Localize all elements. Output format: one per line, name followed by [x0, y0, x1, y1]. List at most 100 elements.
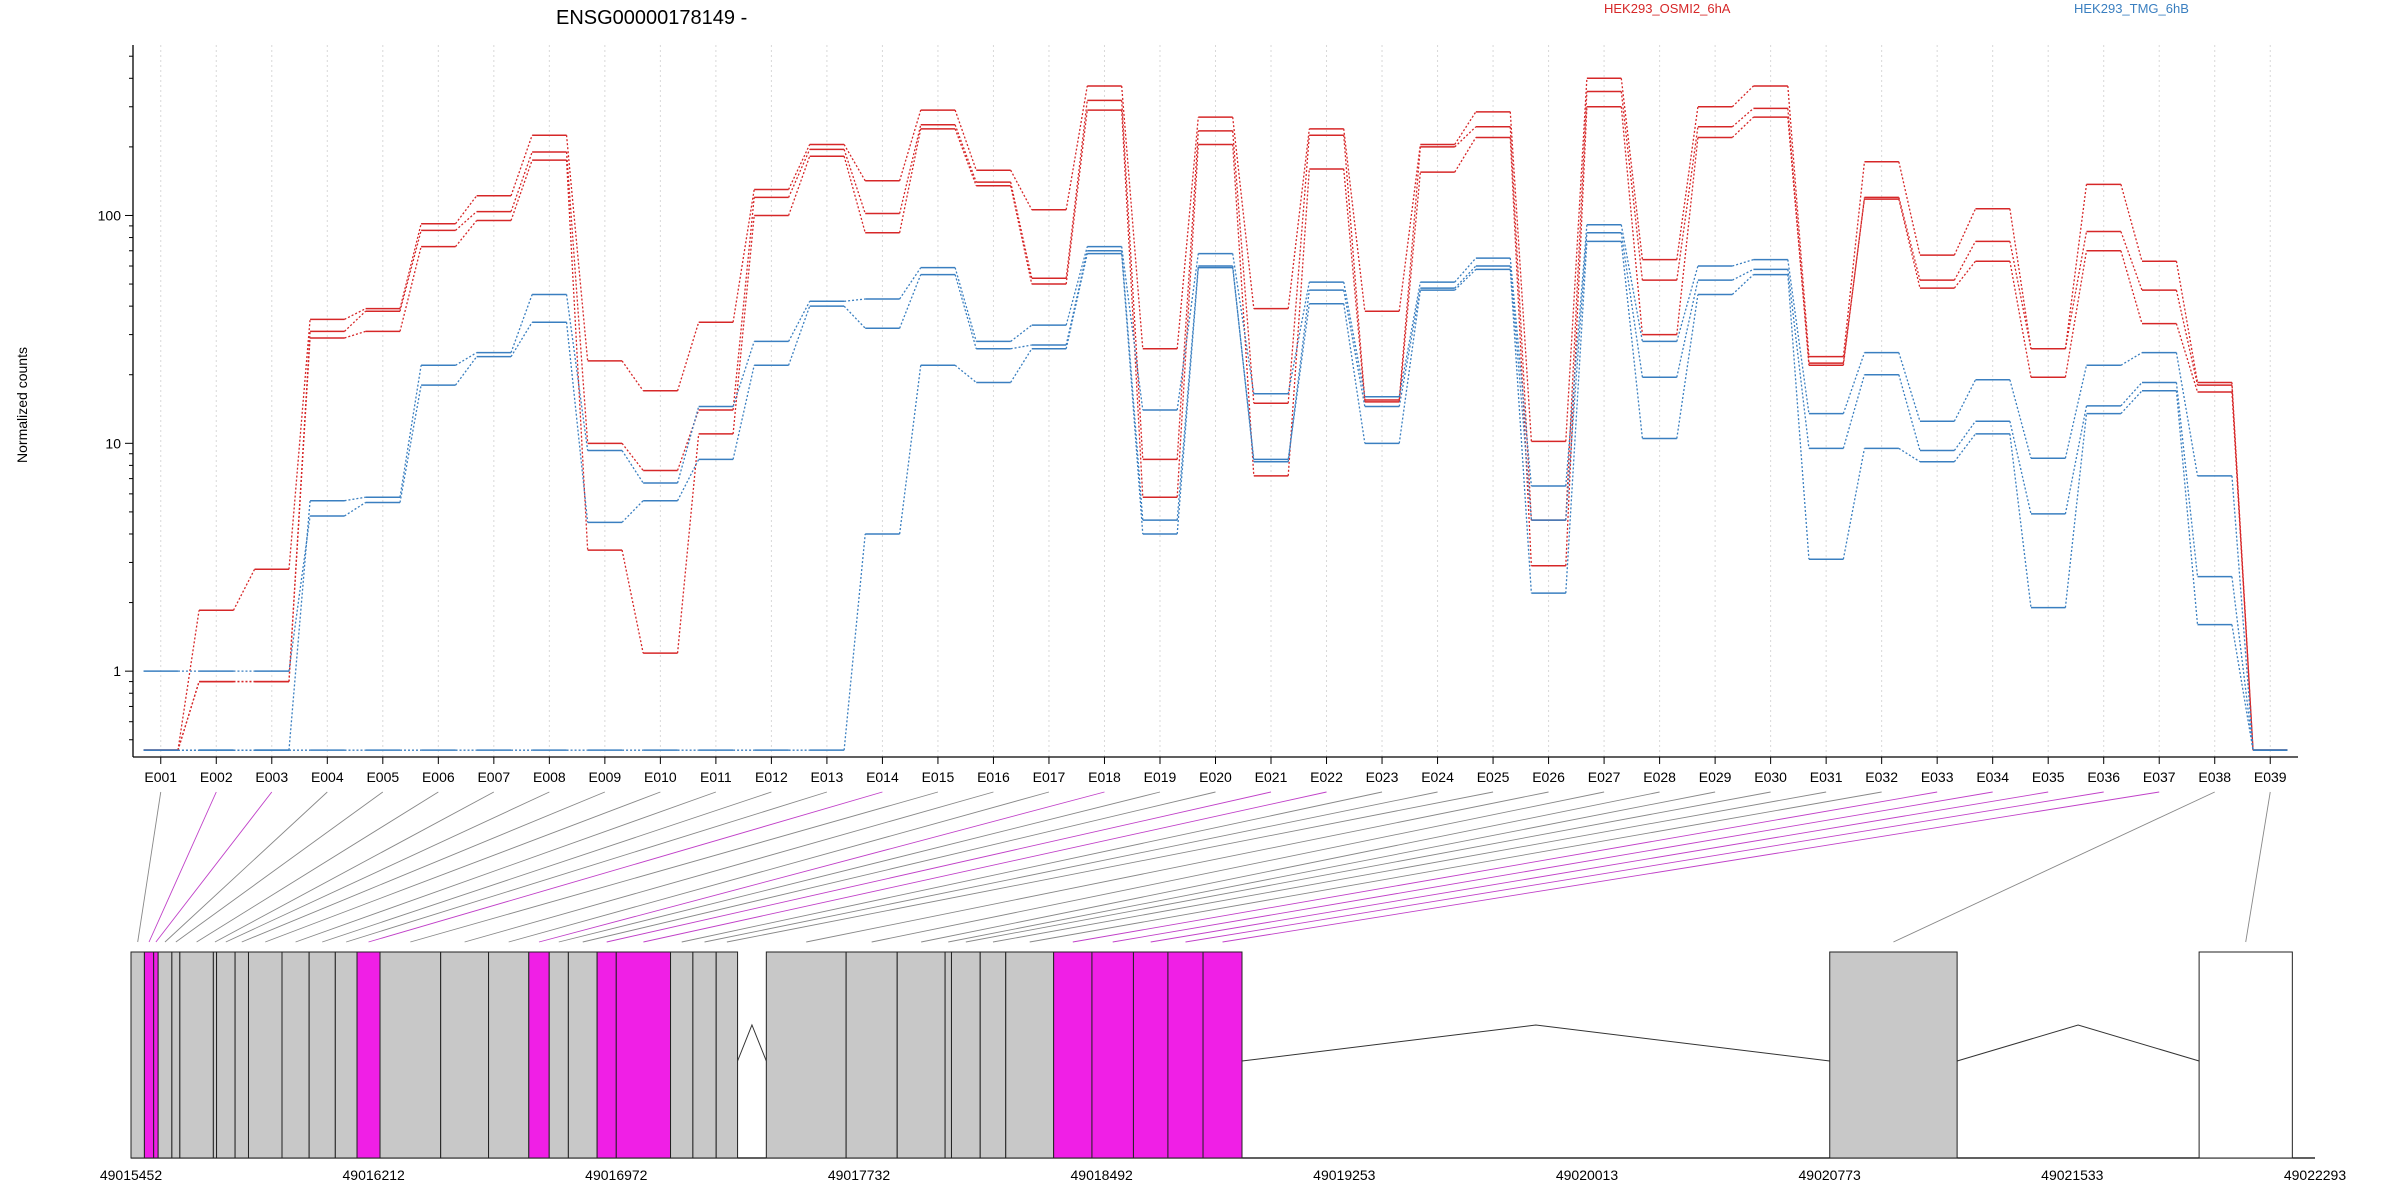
series-connector	[787, 305, 811, 366]
y-axis: 1 10 100	[98, 45, 134, 757]
series-connector	[565, 322, 589, 523]
exon-block-E003	[153, 951, 159, 1159]
x-tick-label-E028: E028	[1643, 769, 1676, 785]
series-connector	[455, 356, 478, 386]
exon-block-E033	[1053, 951, 1093, 1159]
series-connector	[1121, 250, 1144, 521]
series-line-5	[143, 231, 2288, 751]
series-connector	[1065, 250, 1088, 346]
series-connector	[954, 128, 977, 187]
series-connector	[344, 310, 367, 332]
series-connector	[1898, 374, 1921, 451]
exon-link-E015	[410, 791, 939, 943]
series-connector	[177, 610, 200, 751]
series-connector	[177, 681, 200, 751]
series-connector	[1620, 91, 1644, 281]
series-connector	[1731, 116, 1754, 138]
exon-block-E026	[765, 951, 847, 1159]
exon-block-E035	[1132, 951, 1169, 1159]
exon-link-E011	[295, 791, 717, 943]
exon-block-E031	[979, 951, 1007, 1159]
exon-block-E034	[1091, 951, 1134, 1159]
x-tick-label-E002: E002	[200, 769, 233, 785]
exon-link-E002	[148, 791, 217, 943]
series-connector	[1620, 78, 1644, 260]
exon-block-E028	[896, 951, 946, 1159]
exon-link-E037	[1222, 791, 2160, 943]
x-tick-label-E029: E029	[1699, 769, 1732, 785]
series-connector	[676, 406, 700, 484]
x-tick-label-E008: E008	[533, 769, 566, 785]
series-connector	[843, 156, 866, 233]
series-connector	[2120, 352, 2143, 366]
series-connector	[1620, 241, 1644, 439]
series-connector	[2009, 261, 2032, 378]
series-connector	[1953, 241, 1977, 281]
exon-link-E025	[726, 791, 1494, 943]
series-connector	[732, 365, 755, 460]
series-connector	[1010, 185, 1033, 285]
series-connector	[1454, 268, 1477, 291]
series-connector	[621, 500, 644, 523]
series-connector	[1176, 267, 1199, 535]
exon-link-E028	[921, 791, 1660, 943]
series-connector	[732, 341, 755, 407]
series-connector	[1232, 130, 1255, 404]
series-connector	[1121, 110, 1144, 498]
exon-block-E004	[157, 951, 173, 1159]
series-connector	[1953, 433, 1976, 463]
x-tick-label-E009: E009	[589, 769, 622, 785]
series-connector	[1287, 290, 1310, 462]
series-connector	[1343, 168, 1366, 402]
exon-link-E001	[137, 791, 162, 943]
series-line-6	[143, 224, 2288, 751]
series-connector	[1953, 379, 1977, 422]
series-connector	[1454, 265, 1477, 289]
x-axis: E001 E002 E003 E004 E005 E006 E007 E008 E009 E010…	[133, 756, 2298, 785]
x-tick-label-E010: E010	[644, 769, 677, 785]
x-tick-label-E025: E025	[1477, 769, 1510, 785]
series-connector	[1842, 374, 1866, 449]
exon-block-E024	[692, 951, 717, 1159]
y-axis-label: Normalized counts	[14, 347, 30, 463]
series-connector	[1620, 106, 1644, 335]
exon-link-E021	[606, 791, 1272, 943]
exon-link-E019	[558, 791, 1161, 943]
exon-link-E024	[704, 791, 1438, 943]
series-connector	[1731, 107, 1754, 128]
exon-link-E004	[164, 791, 328, 943]
series-connector	[2231, 475, 2254, 751]
exon-block-E036	[1167, 951, 1204, 1159]
series-connector	[1787, 274, 1810, 560]
series-connector	[2175, 323, 2199, 393]
series-connector	[1454, 137, 1477, 173]
series-connector	[2120, 231, 2143, 291]
exon-block-E019	[548, 951, 569, 1159]
exon-block-E021	[596, 951, 617, 1159]
series-connector	[2175, 290, 2199, 386]
series-connector	[843, 144, 866, 182]
series-connector	[621, 549, 644, 654]
series-connector	[1565, 106, 1588, 566]
series-connector	[1509, 137, 1533, 566]
series-connector	[676, 322, 700, 391]
series-connector	[2175, 261, 2199, 383]
series-connector	[2120, 250, 2143, 324]
series-connector	[1509, 126, 1533, 521]
exon-block-E001	[130, 951, 145, 1159]
series-connector	[344, 496, 366, 502]
x-tick-label-E014: E014	[866, 769, 899, 785]
exon-link-E034	[1112, 791, 1993, 943]
series-connector	[455, 220, 478, 248]
x-tick-label-E034: E034	[1976, 769, 2009, 785]
series-connector	[1398, 172, 1421, 402]
series-connector	[1010, 348, 1033, 383]
x-tick-label-E011: E011	[700, 769, 732, 785]
series-connector	[1065, 100, 1088, 279]
exon-link-E007	[214, 791, 495, 943]
series-connector	[288, 319, 311, 570]
series-connector	[1010, 182, 1033, 279]
coordinate-tick-label: 49020773	[1799, 1167, 1862, 1183]
x-tick-label-E037: E037	[2143, 769, 2176, 785]
series-connector	[1343, 303, 1366, 444]
